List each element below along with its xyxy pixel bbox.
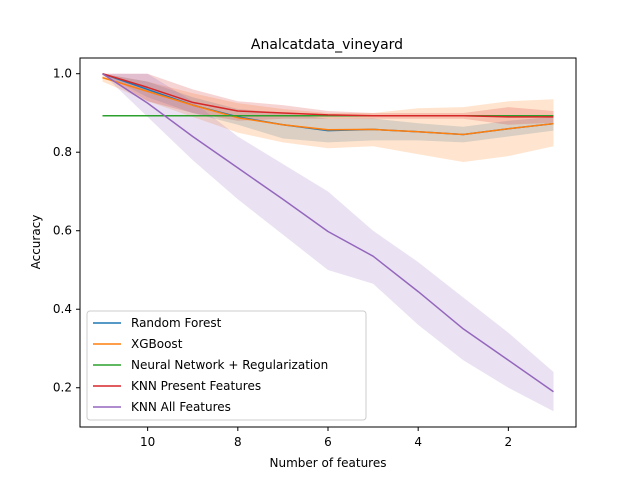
- legend-entry: KNN All Features: [131, 400, 231, 414]
- x-tick-label: 4: [414, 435, 422, 449]
- x-axis-ticks: 10 8 6 4 2: [140, 427, 512, 449]
- legend-box: [86, 310, 367, 421]
- series-lines: [102, 72, 554, 393]
- legend-entry: Neural Network + Regularization: [131, 358, 328, 372]
- x-tick-label: 8: [234, 435, 242, 449]
- legend-entry: KNN Present Features: [131, 379, 261, 393]
- band-knn-all-features: [102, 73, 554, 412]
- y-tick-label: 0.4: [53, 302, 72, 316]
- x-tick-label: 2: [505, 435, 513, 449]
- legend-entry: XGBoost: [131, 337, 183, 351]
- line-knn-all-features: [102, 73, 554, 393]
- y-tick-label: 0.6: [53, 224, 72, 238]
- legend: Random Forest XGBoost Neural Network + Reg…: [86, 310, 367, 421]
- band-random-forest: [102, 73, 554, 143]
- line-knn-present-features: [102, 72, 554, 118]
- x-tick-label: 10: [140, 435, 155, 449]
- line-xgboost: [102, 76, 554, 136]
- y-axis-label: Accuracy: [29, 215, 43, 270]
- y-tick-label: 1.0: [53, 67, 72, 81]
- band-xgboost: [102, 73, 554, 162]
- y-axis-ticks: 0.2 0.4 0.6 0.8 1.0: [53, 67, 80, 395]
- y-tick-label: 0.8: [53, 145, 72, 159]
- legend-entry: Random Forest: [131, 316, 222, 330]
- x-tick-label: 6: [324, 435, 332, 449]
- chart-title: Analcatdata_vineyard: [251, 37, 403, 53]
- y-tick-label: 0.2: [53, 381, 72, 395]
- x-axis-label: Number of features: [270, 456, 387, 470]
